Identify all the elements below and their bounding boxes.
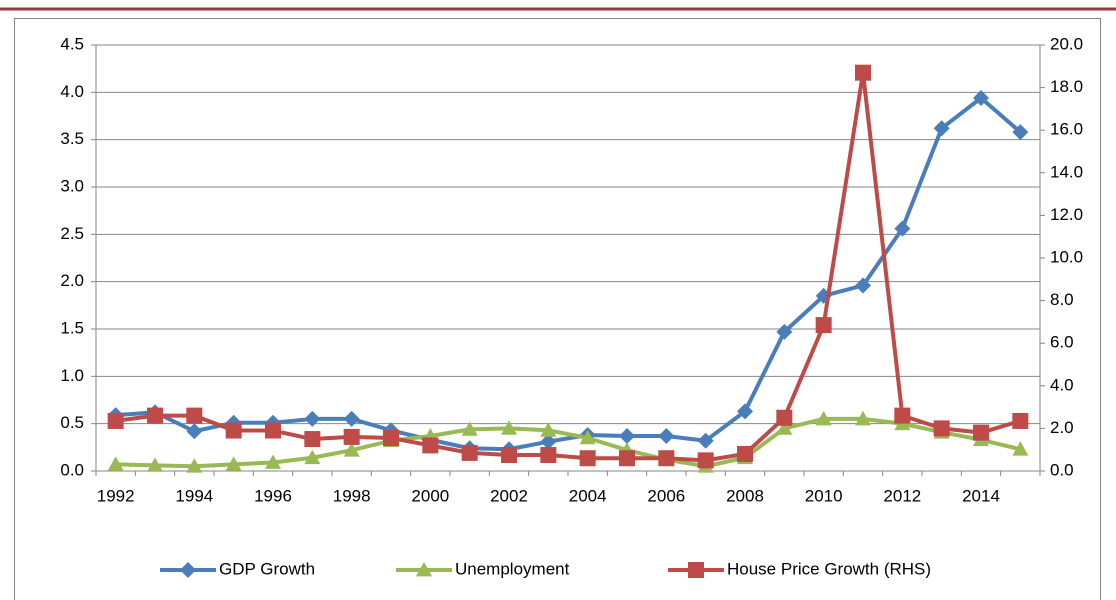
x-tick-label: 2014 xyxy=(962,486,1000,505)
y2-tick-label: 4.0 xyxy=(1050,375,1074,394)
marker-diamond xyxy=(737,403,753,420)
marker-triangle xyxy=(855,410,871,426)
x-tick-label: 2004 xyxy=(569,486,607,505)
marker-square xyxy=(579,450,596,467)
y2-tick-label: 14.0 xyxy=(1050,162,1083,181)
y-tick-label: 3.5 xyxy=(60,129,84,148)
marker-triangle xyxy=(540,422,557,437)
marker-triangle xyxy=(579,429,596,445)
marker-diamond xyxy=(540,433,557,450)
marker-square xyxy=(107,412,124,429)
marker-triangle xyxy=(815,410,832,426)
marker-square xyxy=(461,444,478,461)
marker-diamond xyxy=(894,220,911,237)
marker-triangle xyxy=(1012,441,1029,456)
marker-square xyxy=(619,450,635,467)
marker-triangle xyxy=(461,421,478,436)
y2-tick-label: 6.0 xyxy=(1050,333,1074,352)
marker-square xyxy=(894,407,911,424)
marker-diamond xyxy=(973,90,989,107)
legend-label: GDP Growth xyxy=(219,559,315,578)
marker-square xyxy=(776,409,793,426)
y2-tick-label: 2.0 xyxy=(1050,418,1074,437)
marker-triangle xyxy=(501,420,517,435)
marker-square xyxy=(815,317,832,334)
marker-diamond xyxy=(186,423,203,440)
marker-diamond xyxy=(619,427,635,444)
marker-square xyxy=(265,422,281,439)
y-tick-label: 3.0 xyxy=(60,176,84,195)
x-tick-label: 2012 xyxy=(883,486,921,505)
y-tick-label: 1.5 xyxy=(60,318,84,337)
y-tick-label: 0.5 xyxy=(60,413,84,432)
y2-tick-label: 8.0 xyxy=(1050,290,1074,309)
marker-diamond xyxy=(697,432,714,449)
x-tick-label: 1994 xyxy=(175,486,213,505)
y2-tick-label: 18.0 xyxy=(1050,77,1083,96)
marker-triangle xyxy=(416,562,432,577)
marker-triangle xyxy=(265,454,281,469)
x-tick-label: 2008 xyxy=(726,486,764,505)
y2-tick-label: 0.0 xyxy=(1050,460,1074,479)
marker-square xyxy=(1012,412,1029,429)
marker-square xyxy=(855,64,871,81)
marker-square xyxy=(147,407,163,424)
marker-triangle xyxy=(304,449,321,465)
y-tick-label: 1.0 xyxy=(60,366,84,385)
marker-diamond xyxy=(776,323,793,340)
marker-diamond xyxy=(304,410,321,427)
marker-diamond xyxy=(343,410,360,427)
marker-triangle xyxy=(147,457,163,472)
marker-diamond xyxy=(1012,124,1029,141)
marker-square xyxy=(501,447,517,464)
y-tick-label: 4.0 xyxy=(60,82,84,101)
marker-diamond xyxy=(658,427,675,444)
x-tick-label: 1998 xyxy=(333,486,371,505)
marker-diamond xyxy=(855,277,871,294)
series-line xyxy=(115,70,1021,463)
y-tick-label: 4.5 xyxy=(60,34,84,53)
legend-label: Unemployment xyxy=(455,559,570,578)
marker-square xyxy=(688,562,704,578)
marker-triangle xyxy=(343,442,360,457)
marker-square xyxy=(304,431,321,448)
marker-square xyxy=(343,428,360,445)
y2-tick-label: 20.0 xyxy=(1050,34,1083,53)
marker-triangle xyxy=(776,420,793,435)
x-tick-label: 1992 xyxy=(97,486,135,505)
marker-square xyxy=(225,422,242,439)
marker-triangle xyxy=(107,456,124,471)
marker-triangle xyxy=(225,456,242,471)
marker-square xyxy=(973,424,989,441)
marker-square xyxy=(540,447,557,464)
series-line xyxy=(115,416,1021,469)
marker-square xyxy=(186,407,203,424)
y2-tick-label: 16.0 xyxy=(1050,120,1083,139)
marker-square xyxy=(422,437,439,454)
legend-label: House Price Growth (RHS) xyxy=(727,559,931,578)
x-tick-label: 2002 xyxy=(490,486,528,505)
marker-square xyxy=(658,450,675,467)
x-tick-label: 2000 xyxy=(411,486,449,505)
x-tick-label: 2010 xyxy=(805,486,843,505)
x-tick-label: 2006 xyxy=(647,486,685,505)
y-tick-label: 2.0 xyxy=(60,271,84,290)
marker-square xyxy=(737,445,753,462)
y-tick-label: 2.5 xyxy=(60,224,84,243)
marker-square xyxy=(697,452,714,469)
y-tick-label: 0.0 xyxy=(60,460,84,479)
x-tick-label: 1996 xyxy=(254,486,292,505)
y2-tick-label: 10.0 xyxy=(1050,247,1083,266)
y2-tick-label: 12.0 xyxy=(1050,205,1083,224)
marker-square xyxy=(383,429,399,446)
marker-diamond xyxy=(180,562,196,578)
marker-diamond xyxy=(933,120,950,137)
marker-triangle xyxy=(186,458,203,473)
chart-frame xyxy=(14,18,1101,600)
marker-square xyxy=(933,420,950,437)
